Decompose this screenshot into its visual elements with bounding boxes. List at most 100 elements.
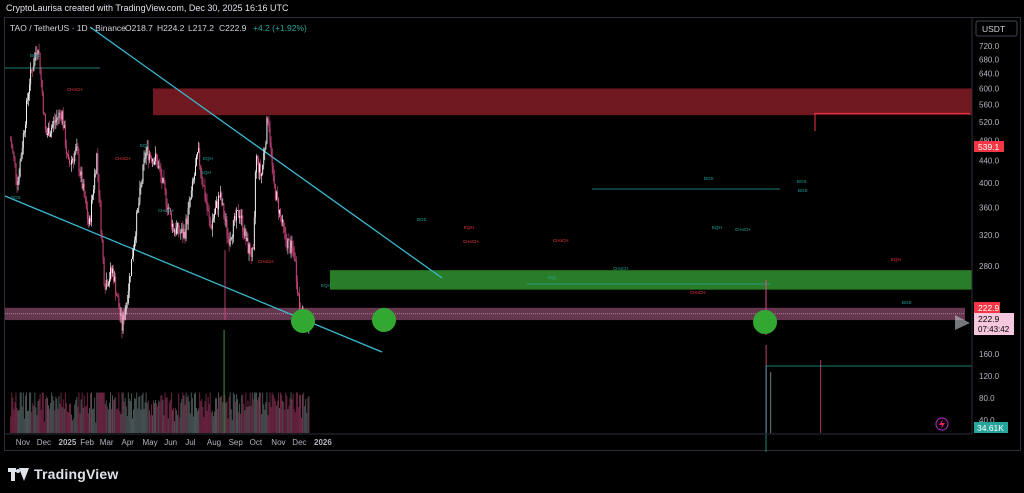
candle-body — [166, 205, 168, 210]
time-tick: May — [143, 438, 158, 447]
volume-bar — [770, 372, 772, 433]
level-539-tag — [974, 141, 1004, 152]
volume-bar — [59, 403, 61, 433]
volume-bar — [244, 410, 246, 433]
candle-body — [98, 174, 100, 196]
candle-body — [26, 100, 27, 125]
volume-bar — [200, 401, 202, 433]
candle-body — [136, 212, 138, 236]
volume-bar — [287, 409, 289, 433]
candle-body — [127, 291, 129, 303]
volume-bar — [134, 397, 136, 433]
volume-bar — [259, 392, 260, 433]
time-tick: Aug — [207, 438, 221, 447]
candle-body — [49, 127, 50, 137]
candle-body — [175, 230, 176, 234]
candle-body — [273, 175, 275, 185]
time-tick: Jun — [164, 438, 177, 447]
candle-body — [122, 315, 124, 331]
volume-bar — [13, 409, 15, 433]
volume-bar — [15, 392, 17, 433]
candle-body — [117, 296, 119, 298]
time-axis: Nov Dec 2025 Feb Mar Apr May Jun Jul Aug Sep Oct Nov… — [16, 438, 333, 447]
volume-bar — [284, 409, 286, 433]
volume-bar — [308, 396, 310, 433]
volume-bar — [47, 398, 48, 433]
candle-body — [163, 177, 165, 183]
volume-bar — [87, 413, 89, 433]
volume-tick: 40.0 — [979, 416, 995, 425]
volume-bar — [224, 394, 226, 433]
candle-body — [195, 165, 196, 176]
price-tick: 600.0 — [979, 84, 1000, 93]
volume-bar — [27, 410, 28, 433]
volume-bar — [294, 412, 296, 433]
price-chart[interactable]: BOS CHoCH EQH EQL BOS CHoCH EQH EQH CHoCH BOS EQH C… — [0, 0, 1024, 452]
volume-bar — [98, 392, 100, 433]
candle-body — [227, 235, 229, 238]
volume-bar — [65, 402, 67, 433]
candle-body — [126, 302, 128, 304]
volume-bar — [183, 395, 185, 433]
structure-label: BOS — [797, 179, 807, 184]
volume-bar — [257, 400, 258, 433]
time-tick: Apr — [122, 438, 135, 447]
candle-body — [161, 175, 163, 183]
candle-body — [129, 276, 131, 277]
candle-body — [245, 228, 247, 241]
candle-body — [164, 182, 166, 190]
volume-bar — [114, 398, 116, 433]
volume-bar — [144, 402, 146, 433]
attribution-banner: CryptoLaurisa created with TradingView.c… — [0, 0, 1024, 16]
volume-bar — [72, 420, 74, 433]
volume-bar — [150, 404, 152, 433]
candle-body — [274, 184, 276, 200]
candle-body — [103, 258, 105, 286]
volume-bar — [96, 392, 98, 433]
tradingview-wordmark: TradingView — [34, 466, 119, 482]
volume-bar — [137, 408, 139, 433]
volume-bar — [303, 392, 305, 433]
time-tick: Mar — [100, 438, 114, 447]
structure-label: CHoCH — [158, 208, 174, 213]
tradingview-logo[interactable]: TradingView — [8, 466, 118, 482]
candle-body — [213, 214, 215, 219]
volume-bar — [248, 406, 250, 433]
candle-body — [186, 218, 188, 225]
touch-circle — [753, 310, 777, 334]
candle-body — [16, 177, 18, 185]
candle-body — [132, 256, 133, 260]
candle-body — [253, 217, 255, 250]
candle-body — [287, 239, 289, 249]
volume-bar — [304, 406, 306, 433]
volume-bar — [293, 409, 295, 433]
volume-bar — [86, 392, 88, 433]
candle-body — [165, 189, 167, 206]
candle-body — [255, 156, 257, 173]
structure-label: BOS — [798, 188, 808, 193]
candle-body — [108, 278, 110, 284]
candle-body — [199, 147, 201, 166]
volume-bar — [198, 408, 200, 433]
volume-bar — [58, 396, 60, 433]
upper-trendline — [89, 26, 443, 279]
candle-body — [74, 153, 76, 162]
candle-body — [278, 198, 279, 214]
volume-bar — [132, 418, 133, 433]
volume-bar — [218, 392, 220, 433]
candle-body — [170, 213, 172, 227]
bolt-icon[interactable] — [935, 417, 949, 431]
candle-body — [38, 50, 40, 53]
volume-bar — [52, 396, 54, 433]
candle-body — [157, 158, 159, 168]
volume-bar — [37, 401, 39, 433]
volume-bar — [260, 392, 262, 433]
candle-body — [68, 154, 69, 160]
volume-bar — [108, 402, 110, 433]
candle-body — [47, 133, 48, 135]
volume-bar — [124, 397, 126, 433]
volume-bar — [75, 399, 77, 433]
volume-bar — [10, 416, 12, 433]
volume-bar — [66, 411, 68, 433]
volume-bar — [19, 392, 21, 433]
